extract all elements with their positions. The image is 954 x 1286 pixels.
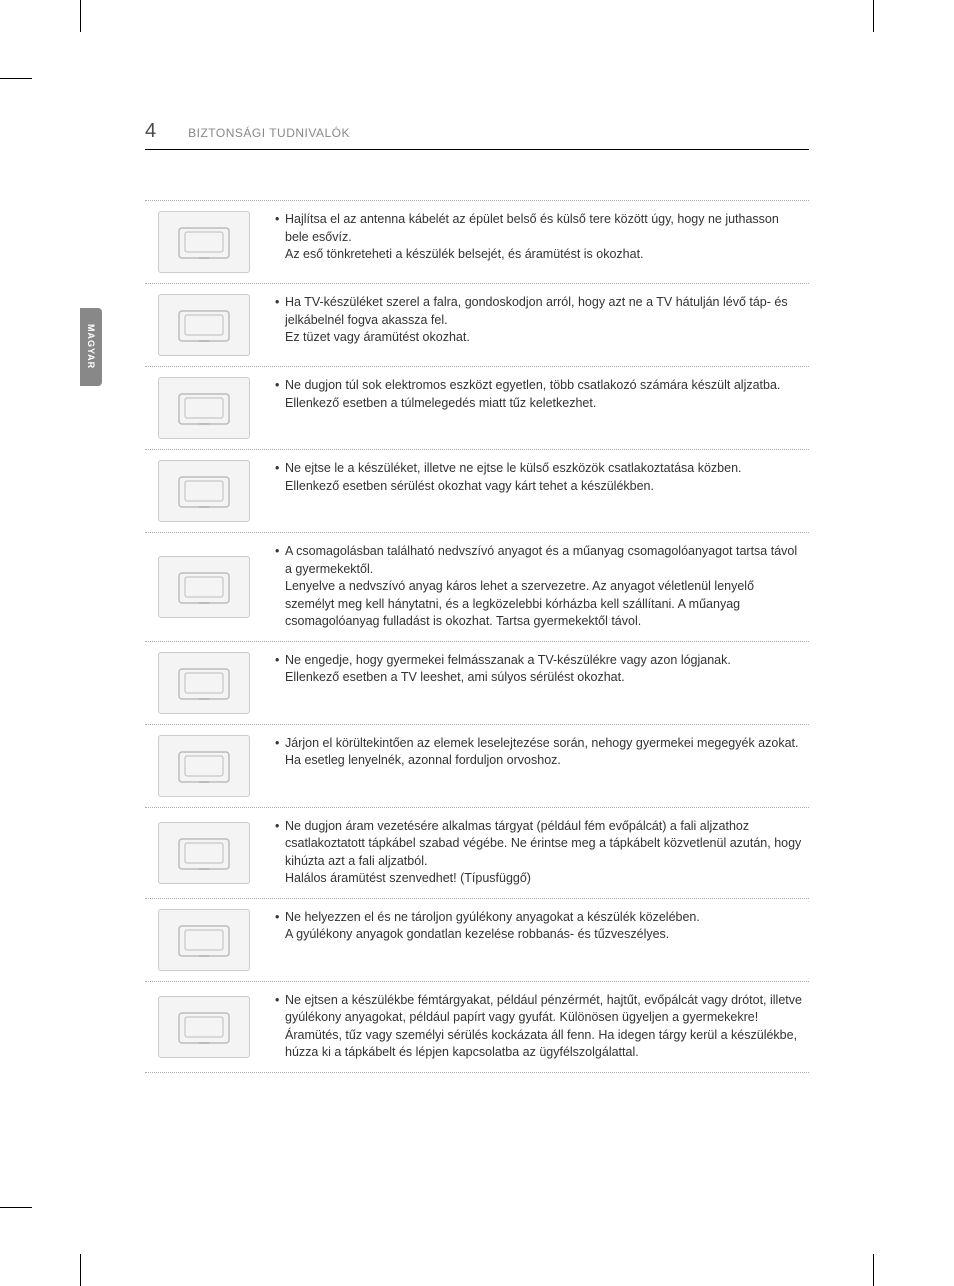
warning-main: A csomagolásban található nedvszívó anya… <box>285 543 803 578</box>
warning-sub: Ellenkező esetben sérülést okozhat vagy … <box>285 478 803 496</box>
safety-text: Ha TV-készüléket szerel a falra, gondosk… <box>263 290 809 360</box>
warning-main: Ne ejtsen a készülékbe fémtárgyakat, pél… <box>285 992 803 1027</box>
warning-main: Ne helyezzen el és ne tároljon gyúlékony… <box>285 909 803 927</box>
safety-icon-cell <box>145 373 263 443</box>
power-strip-icon <box>158 377 250 439</box>
safety-item: Ne ejtsen a készülékbe fémtárgyakat, pél… <box>275 992 803 1062</box>
flammable-icon <box>158 909 250 971</box>
safety-text: Ne dugjon áram vezetésére alkalmas tárgy… <box>263 814 809 892</box>
safety-icon-cell <box>145 290 263 360</box>
warning-main: Ne dugjon túl sok elektromos eszközt egy… <box>285 377 803 395</box>
safety-item: Ha TV-készüléket szerel a falra, gondosk… <box>275 294 803 347</box>
foreign-objects-icon <box>158 996 250 1058</box>
wall-mount-icon <box>158 294 250 356</box>
safety-text: Ne helyezzen el és ne tároljon gyúlékony… <box>263 905 809 975</box>
trim-mark <box>873 0 874 32</box>
safety-icon-cell <box>145 456 263 526</box>
safety-icon-cell <box>145 731 263 801</box>
safety-item: Ne engedje, hogy gyermekei felmásszanak … <box>275 652 803 687</box>
warning-sub: Ha esetleg lenyelnék, azonnal forduljon … <box>285 752 803 770</box>
warning-sub: Ellenkező esetben a TV leeshet, ami súly… <box>285 669 803 687</box>
warning-sub: Az eső tönkreteheti a készülék belsejét,… <box>285 246 803 264</box>
metal-socket-icon <box>158 822 250 884</box>
safety-text: Ne engedje, hogy gyermekei felmásszanak … <box>263 648 809 718</box>
safety-text: Ne ejtsen a készülékbe fémtárgyakat, pél… <box>263 988 809 1066</box>
warning-sub: A gyúlékony anyagok gondatlan kezelése r… <box>285 926 803 944</box>
language-tab: MAGYAR <box>80 308 102 386</box>
safety-item: Ne dugjon túl sok elektromos eszközt egy… <box>275 377 803 412</box>
trim-mark <box>0 1207 32 1208</box>
safety-row: A csomagolásban található nedvszívó anya… <box>145 533 809 642</box>
safety-icon-cell <box>145 905 263 975</box>
safety-item: Járjon el körültekintően az elemek lesel… <box>275 735 803 770</box>
page-content: 4 BIZTONSÁGI TUDNIVALÓK Hajlítsa el az a… <box>145 120 809 1073</box>
safety-item: Ne ejtse le a készüléket, illetve ne ejt… <box>275 460 803 495</box>
safety-row: Ne engedje, hogy gyermekei felmásszanak … <box>145 642 809 725</box>
safety-icon-cell <box>145 207 263 277</box>
safety-row: Ne dugjon túl sok elektromos eszközt egy… <box>145 367 809 450</box>
safety-row: Ne dugjon áram vezetésére alkalmas tárgy… <box>145 808 809 899</box>
warning-sub: Áramütés, tűz vagy személyi sérülés kock… <box>285 1027 803 1062</box>
warning-sub: Ellenkező esetben a túlmelegedés miatt t… <box>285 395 803 413</box>
safety-row: Ne helyezzen el és ne tároljon gyúlékony… <box>145 899 809 982</box>
section-title: BIZTONSÁGI TUDNIVALÓK <box>188 126 350 140</box>
safety-row: Hajlítsa el az antenna kábelét az épület… <box>145 200 809 284</box>
warning-main: Ne dugjon áram vezetésére alkalmas tárgy… <box>285 818 803 871</box>
safety-row: Ne ejtsen a készülékbe fémtárgyakat, pél… <box>145 982 809 1073</box>
language-tab-label: MAGYAR <box>86 324 96 369</box>
trim-mark <box>80 0 81 32</box>
warning-main: Hajlítsa el az antenna kábelét az épület… <box>285 211 803 246</box>
antenna-rain-icon <box>158 211 250 273</box>
page-number: 4 <box>145 120 156 143</box>
batteries-icon <box>158 735 250 797</box>
safety-item: Ne dugjon áram vezetésére alkalmas tárgy… <box>275 818 803 888</box>
warning-main: Ha TV-készüléket szerel a falra, gondosk… <box>285 294 803 329</box>
packaging-icon <box>158 556 250 618</box>
safety-icon-cell <box>145 988 263 1066</box>
safety-text: A csomagolásban található nedvszívó anya… <box>263 539 809 635</box>
drop-tv-icon <box>158 460 250 522</box>
safety-text: Hajlítsa el az antenna kábelét az épület… <box>263 207 809 277</box>
safety-row: Ha TV-készüléket szerel a falra, gondosk… <box>145 284 809 367</box>
page-header: 4 BIZTONSÁGI TUDNIVALÓK <box>145 120 809 150</box>
trim-mark <box>873 1254 874 1286</box>
warning-sub: Halálos áramütést szenvedhet! (Típusfügg… <box>285 870 803 888</box>
safety-row: Járjon el körültekintően az elemek lesel… <box>145 725 809 808</box>
safety-row: Ne ejtse le a készüléket, illetve ne ejt… <box>145 450 809 533</box>
safety-item: Ne helyezzen el és ne tároljon gyúlékony… <box>275 909 803 944</box>
warning-main: Ne ejtse le a készüléket, illetve ne ejt… <box>285 460 803 478</box>
trim-mark <box>0 78 32 79</box>
warning-sub: Ez tüzet vagy áramütést okozhat. <box>285 329 803 347</box>
safety-rows: Hajlítsa el az antenna kábelét az épület… <box>145 200 809 1073</box>
trim-mark <box>80 1254 81 1286</box>
safety-text: Ne dugjon túl sok elektromos eszközt egy… <box>263 373 809 443</box>
child-climb-icon <box>158 652 250 714</box>
safety-text: Ne ejtse le a készüléket, illetve ne ejt… <box>263 456 809 526</box>
warning-main: Járjon el körültekintően az elemek lesel… <box>285 735 803 753</box>
warning-sub: Lenyelve a nedvszívó anyag káros lehet a… <box>285 578 803 631</box>
safety-icon-cell <box>145 539 263 635</box>
safety-text: Járjon el körültekintően az elemek lesel… <box>263 731 809 801</box>
safety-item: A csomagolásban található nedvszívó anya… <box>275 543 803 631</box>
safety-icon-cell <box>145 648 263 718</box>
safety-icon-cell <box>145 814 263 892</box>
safety-item: Hajlítsa el az antenna kábelét az épület… <box>275 211 803 264</box>
warning-main: Ne engedje, hogy gyermekei felmásszanak … <box>285 652 803 670</box>
